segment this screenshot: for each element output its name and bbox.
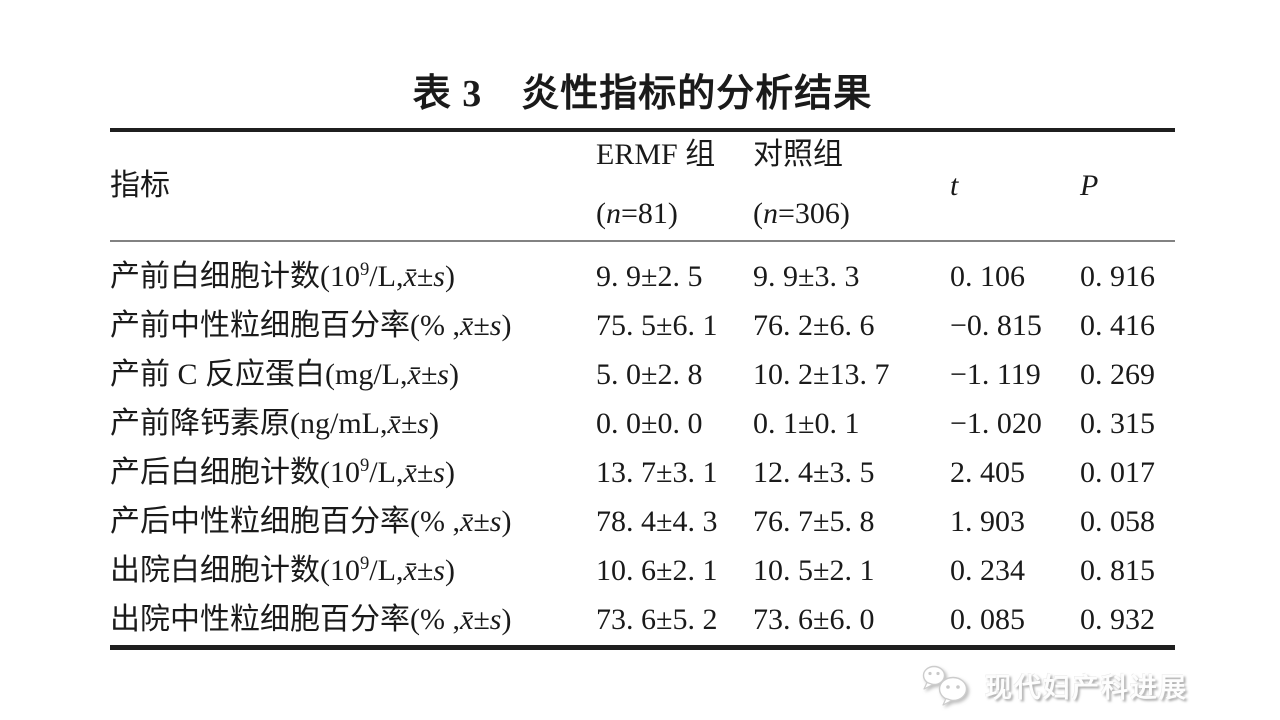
watermark-text: 现代妇产科进展 (985, 672, 1188, 703)
table-row: 产后中性粒细胞百分率(% ,x̄±s) 78. 4±4. 3 76. 7±5. 8 1… (110, 498, 1175, 547)
control-value: 12. 4±3. 5 (753, 456, 875, 490)
ermf-value: 9. 9±2. 5 (596, 260, 703, 294)
control-value: 76. 7±5. 8 (753, 505, 875, 539)
p-value: 0. 416 (1080, 309, 1155, 343)
p-value: 0. 315 (1080, 407, 1155, 441)
control-value: 10. 2±13. 7 (753, 358, 890, 392)
watermark: 现代妇产科进展 (919, 663, 1188, 707)
table-title: 表 3 炎性指标的分析结果 (412, 73, 873, 115)
wechat-icon (922, 665, 968, 706)
header-control-group: 对照组 (753, 137, 843, 171)
header-p-value: P (1080, 168, 1099, 202)
table-row: 产前降钙素原(ng/mL,x̄±s) 0. 0±0. 0 0. 1±0. 1 −1. … (110, 400, 1175, 449)
indicator-cell: 产前降钙素原(ng/mL,x̄±s) (110, 407, 439, 441)
ermf-value: 10. 6±2. 1 (596, 554, 718, 588)
table-body: 产前白细胞计数(109/L,x̄±s) 9. 9±2. 5 9. 9±3. 3 0. … (110, 241, 1175, 648)
ermf-value: 73. 6±5. 2 (596, 603, 718, 637)
t-value: 0. 234 (950, 554, 1025, 588)
indicator-cell: 产后中性粒细胞百分率(% ,x̄±s) (110, 505, 512, 539)
indicator-cell: 出院中性粒细胞百分率(% ,x̄±s) (110, 603, 512, 637)
t-value: −0. 815 (950, 309, 1042, 343)
table-row: 产后白细胞计数(109/L,x̄±s) 13. 7±3. 1 12. 4±3. 5 2… (110, 449, 1175, 498)
t-value: −1. 119 (950, 358, 1041, 392)
p-value: 0. 017 (1080, 456, 1155, 490)
ermf-value: 5. 0±2. 8 (596, 358, 703, 392)
t-value: 0. 106 (950, 260, 1025, 294)
control-value: 10. 5±2. 1 (753, 554, 875, 588)
t-value: 1. 903 (950, 505, 1025, 539)
header-row-n: (n=81) (n=306) (110, 178, 1175, 241)
t-value: 2. 405 (950, 456, 1025, 490)
ermf-value: 78. 4±4. 3 (596, 505, 718, 539)
header-row-groups: 指标 ERMF 组 对照组 t P (110, 130, 1175, 202)
indicator-cell: 产前白细胞计数(109/L,x̄±s) (110, 259, 455, 294)
header-t-statistic: t (950, 168, 959, 202)
p-value: 0. 932 (1080, 603, 1155, 637)
inflammatory-indicators-table: 指标 ERMF 组 对照组 t P (n=81) (n=306) 产前白细胞计数… (110, 128, 1175, 650)
table-header: 指标 ERMF 组 对照组 t P (n=81) (n=306) (110, 130, 1175, 241)
table-row: 产前白细胞计数(109/L,x̄±s) 9. 9±2. 5 9. 9±3. 3 0. … (110, 241, 1175, 302)
header-control-n: (n=306) (753, 196, 850, 230)
indicator-cell: 产前 C 反应蛋白(mg/L,x̄±s) (110, 358, 459, 392)
ermf-value: 13. 7±3. 1 (596, 456, 718, 490)
table-row: 出院中性粒细胞百分率(% ,x̄±s) 73. 6±5. 2 73. 6±6. 0 0… (110, 596, 1175, 648)
p-value: 0. 916 (1080, 260, 1155, 294)
table-row: 产前中性粒细胞百分率(% ,x̄±s) 75. 5±6. 1 76. 2±6. 6 −… (110, 302, 1175, 351)
indicator-cell: 出院白细胞计数(109/L,x̄±s) (110, 553, 455, 588)
control-value: 76. 2±6. 6 (753, 309, 875, 343)
control-value: 0. 1±0. 1 (753, 407, 860, 441)
p-value: 0. 058 (1080, 505, 1155, 539)
t-value: 0. 085 (950, 603, 1025, 637)
p-value: 0. 815 (1080, 554, 1155, 588)
t-value: −1. 020 (950, 407, 1042, 441)
control-value: 9. 9±3. 3 (753, 260, 860, 294)
header-indicator: 指标 (110, 168, 170, 202)
table-row: 出院白细胞计数(109/L,x̄±s) 10. 6±2. 1 10. 5±2. 1 0… (110, 547, 1175, 596)
header-ermf-n: (n=81) (596, 196, 678, 230)
ermf-value: 75. 5±6. 1 (596, 309, 718, 343)
indicator-cell: 产后白细胞计数(109/L,x̄±s) (110, 455, 455, 490)
header-ermf-group: ERMF 组 (596, 137, 716, 171)
indicator-cell: 产前中性粒细胞百分率(% ,x̄±s) (110, 309, 512, 343)
table-row: 产前 C 反应蛋白(mg/L,x̄±s) 5. 0±2. 8 10. 2±13. 7… (110, 351, 1175, 400)
control-value: 73. 6±6. 0 (753, 603, 875, 637)
p-value: 0. 269 (1080, 358, 1155, 392)
ermf-value: 0. 0±0. 0 (596, 407, 703, 441)
